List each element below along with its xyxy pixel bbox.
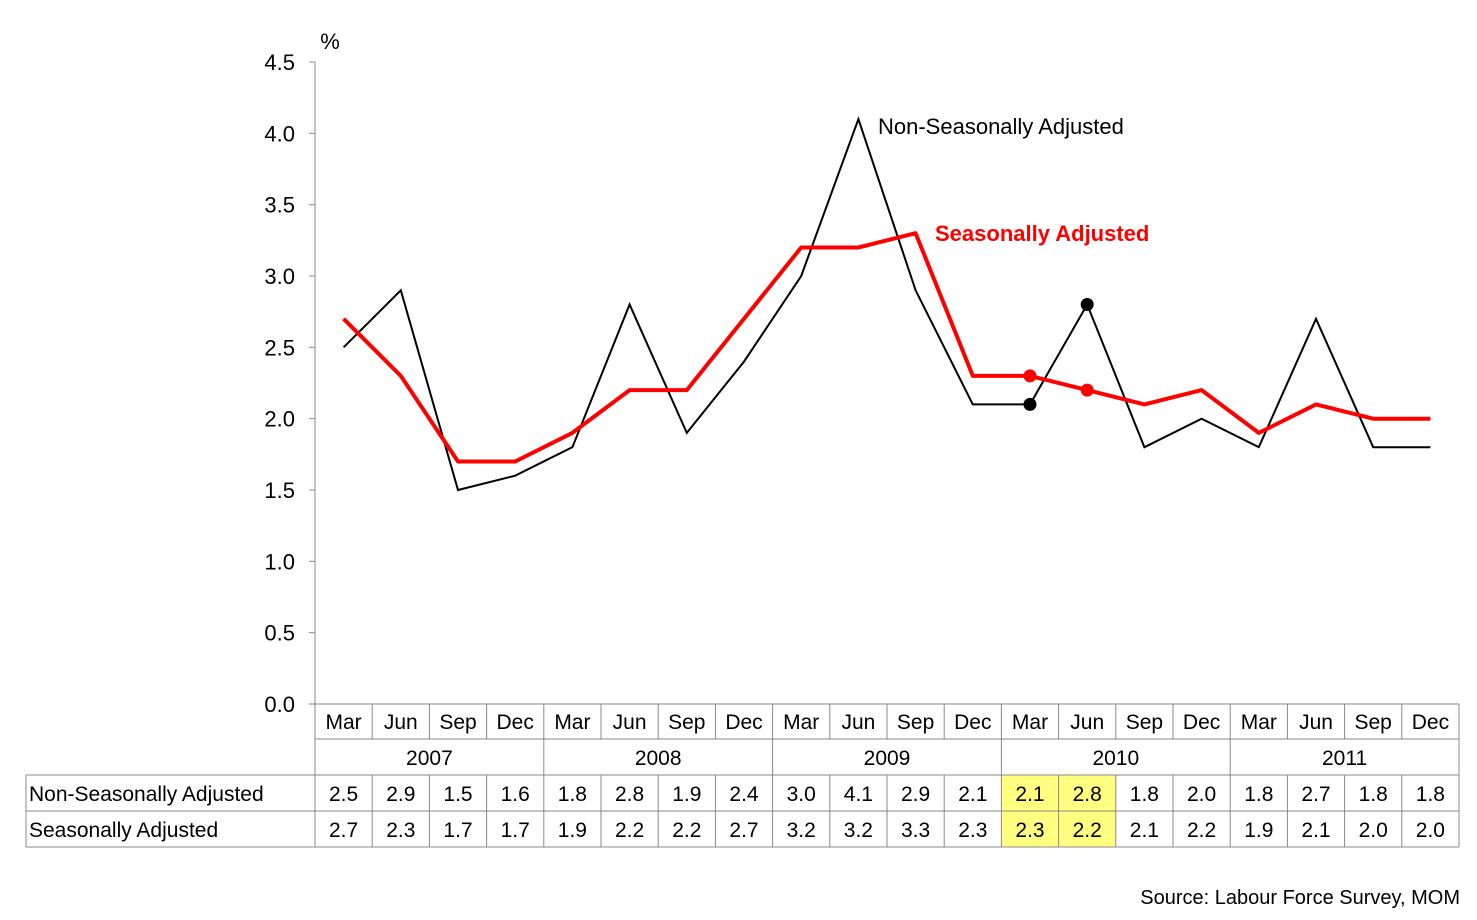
table-cell-value: 1.6: [501, 783, 530, 806]
table-cell-value: 3.2: [844, 819, 873, 842]
x-tick-label-year: 2010: [1092, 747, 1139, 770]
y-tick-label: 3.5: [264, 193, 295, 218]
table-cell-value: 2.1: [1301, 819, 1330, 842]
table-cell-value: 2.9: [386, 783, 415, 806]
table-cell-value: 2.1: [958, 783, 987, 806]
x-tick-label-quarter: Mar: [1012, 711, 1048, 734]
point-seasonally-adjusted: [1023, 369, 1037, 383]
table-cell-value: 2.7: [1301, 783, 1330, 806]
table-cell-value: 2.8: [1073, 783, 1102, 806]
table-cell-value: 2.7: [729, 819, 758, 842]
y-tick-label: 4.5: [264, 50, 295, 75]
x-tick-label-quarter: Jun: [841, 711, 875, 734]
table-cell-value: 1.7: [443, 819, 472, 842]
x-tick-label-year: 2008: [635, 747, 682, 770]
table-cell-value: 1.9: [672, 783, 701, 806]
source-note: Source: Labour Force Survey, MOM: [1140, 887, 1460, 909]
series-lines: [342, 116, 1431, 492]
x-tick-label-quarter: Jun: [1070, 711, 1104, 734]
table-cell-value: 2.5: [329, 783, 358, 806]
table-cell-value: 1.8: [1130, 783, 1159, 806]
table-cell-value: 2.2: [1187, 819, 1216, 842]
table-cell-value: 1.5: [443, 783, 472, 806]
table-cell-value: 3.0: [787, 783, 816, 806]
x-tick-label-quarter: Mar: [326, 711, 362, 734]
table-cell-value: 2.9: [901, 783, 930, 806]
table-cell-value: 2.2: [672, 819, 701, 842]
table-cell-value: 2.3: [1015, 819, 1044, 842]
table-cell-value: 1.9: [1244, 819, 1273, 842]
point-non-seasonally-adjusted: [1080, 298, 1094, 312]
x-tick-label-quarter: Sep: [1126, 711, 1163, 734]
table-cell-value: 1.8: [558, 783, 587, 806]
x-tick-label-quarter: Sep: [897, 711, 934, 734]
table-cell-value: 2.0: [1187, 783, 1216, 806]
table-cell-value: 2.7: [329, 819, 358, 842]
table-cell-value: 1.8: [1416, 783, 1445, 806]
annotation-seasonally-adjusted: Seasonally Adjusted: [935, 221, 1149, 246]
x-tick-label-quarter: Mar: [783, 711, 819, 734]
table-cell-value: 2.3: [386, 819, 415, 842]
y-tick-label: 3.0: [264, 264, 295, 289]
table-cell-value: 1.8: [1359, 783, 1388, 806]
y-axis: 0.0 0.5 1.0 1.5 2.0 2.5 3.0 3.5 4.0 4.5: [264, 50, 316, 717]
table-cell-value: 2.1: [1130, 819, 1159, 842]
y-tick-label: 1.0: [264, 549, 295, 574]
table-cell-value: 2.4: [729, 783, 759, 806]
table-cell-value: 1.7: [501, 819, 530, 842]
x-tick-label-quarter: Sep: [668, 711, 705, 734]
table-cell-value: 2.2: [1073, 819, 1102, 842]
table-cell-value: 1.9: [558, 819, 587, 842]
x-tick-label-quarter: Sep: [1355, 711, 1392, 734]
point-non-seasonally-adjusted: [1023, 397, 1037, 411]
table-cell-value: 2.0: [1359, 819, 1388, 842]
y-tick-label: 0.5: [264, 621, 295, 646]
table-cell-value: 3.3: [901, 819, 930, 842]
data-table: Mar Jun Sep Dec Mar Jun Sep Dec Mar Jun Sep Dec Mar J…: [25, 703, 1460, 848]
table-cell-value: 2.8: [615, 783, 644, 806]
x-tick-label-quarter: Sep: [439, 711, 476, 734]
y-tick-label: 2.0: [264, 407, 295, 432]
x-tick-label-year: 2011: [1322, 747, 1367, 770]
x-tick-label-year: 2009: [864, 747, 911, 770]
x-tick-label-quarter: Mar: [554, 711, 590, 734]
y-tick-label: 1.5: [264, 478, 295, 503]
y-tick-label: 0.0: [264, 692, 295, 717]
x-tick-label-quarter: Dec: [725, 711, 762, 734]
table-cell-value: 2.1: [1015, 783, 1044, 806]
x-tick-label-year: 2007: [406, 747, 453, 770]
series-line-non-seasonally-adjusted: [342, 116, 1431, 492]
table-row-label: Non-Seasonally Adjusted: [29, 783, 264, 806]
x-tick-label-quarter: Mar: [1241, 711, 1277, 734]
series-line-seasonally-adjusted: [342, 231, 1431, 464]
table-cell-value: 1.8: [1244, 783, 1273, 806]
x-tick-label-quarter: Dec: [1183, 711, 1220, 734]
y-tick-label: 2.5: [264, 335, 295, 360]
annotation-non-seasonally-adjusted: Non-Seasonally Adjusted: [878, 114, 1124, 139]
x-tick-label-quarter: Jun: [384, 711, 418, 734]
x-tick-label-quarter: Dec: [1412, 711, 1449, 734]
table-row-label: Seasonally Adjusted: [29, 819, 218, 842]
point-seasonally-adjusted: [1080, 383, 1094, 397]
table-cell-value: 2.2: [615, 819, 644, 842]
x-tick-label-quarter: Dec: [497, 711, 534, 734]
table-cell-value: 4.1: [844, 783, 873, 806]
y-tick-label: 4.0: [264, 121, 295, 146]
y-unit-label: %: [320, 29, 340, 54]
x-tick-label-quarter: Jun: [1299, 711, 1333, 734]
table-cell-value: 2.3: [958, 819, 987, 842]
table-cell-value: 2.0: [1416, 819, 1445, 842]
x-tick-label-quarter: Jun: [613, 711, 647, 734]
x-tick-label-quarter: Dec: [954, 711, 991, 734]
table-cell-value: 3.2: [787, 819, 816, 842]
